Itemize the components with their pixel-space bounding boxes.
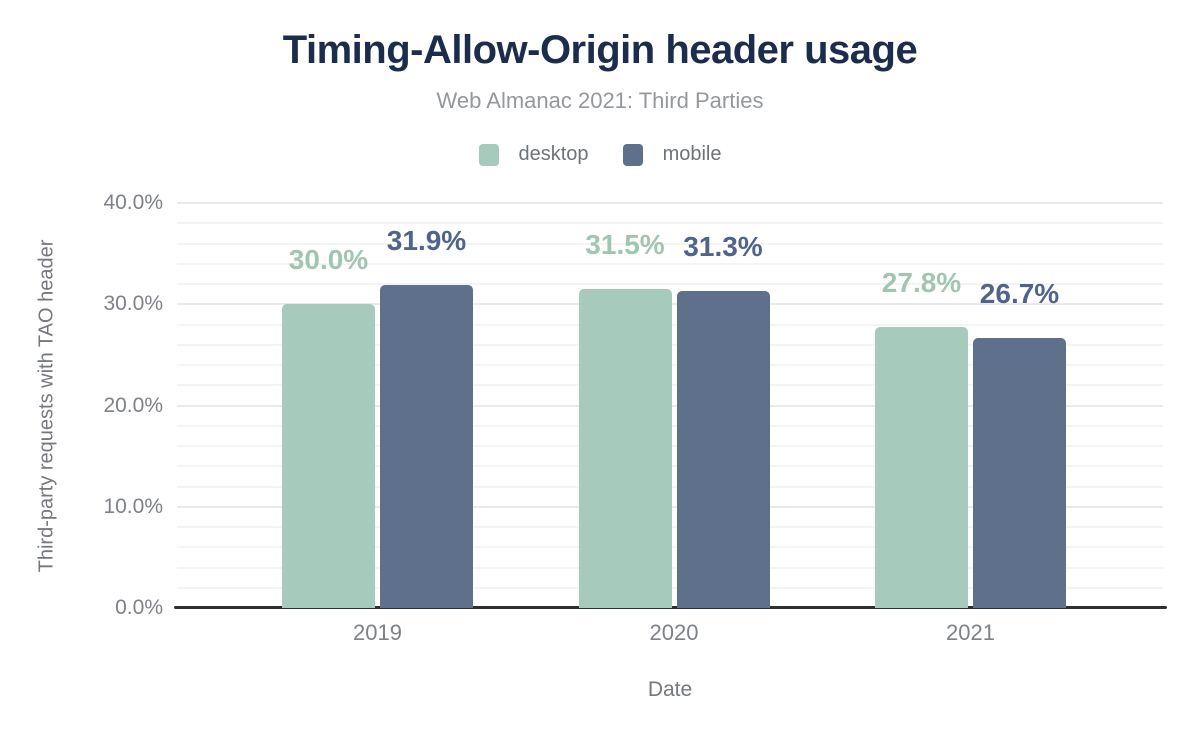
- x-axis-title: Date: [647, 678, 693, 701]
- desktop-bar-2020[interactable]: [578, 289, 672, 608]
- y-tick-label: 40.0%: [103, 191, 163, 214]
- minor-gridline: [177, 262, 1163, 265]
- legend-label-mobile: mobile: [662, 143, 722, 165]
- desktop-value-label-2020: 31.5%: [585, 229, 665, 261]
- desktop-value-label-2019: 30.0%: [288, 244, 369, 276]
- chart-subtitle: Web Almanac 2021: Third Parties: [436, 88, 764, 113]
- desktop-value-label-2021: 27.8%: [881, 266, 962, 298]
- legend-item-desktop: desktop: [478, 143, 589, 166]
- minor-gridline: [177, 242, 1163, 245]
- mobile-series-swatch-icon: [622, 143, 643, 166]
- mobile-bar-2021[interactable]: [973, 337, 1066, 608]
- y-tick-label: 20.0%: [103, 393, 163, 417]
- major-gridline: [177, 202, 1163, 204]
- x-tick-label-2020: 2020: [649, 620, 699, 645]
- y-tick-label: 30.0%: [103, 292, 163, 316]
- desktop-series-swatch-icon: [478, 143, 499, 166]
- mobile-value-label-2021: 26.7%: [979, 277, 1060, 309]
- y-axis-tick-labels: 0.0% 10.0% 20.0% 30.0% 40.0%: [0, 192, 177, 619]
- mobile-value-label-2019: 31.9%: [386, 225, 467, 257]
- y-tick-label: 10.0%: [103, 494, 163, 518]
- minor-gridline: [177, 283, 1163, 285]
- legend-item-mobile: mobile: [622, 143, 722, 166]
- minor-gridline: [177, 222, 1163, 225]
- x-tick-label-2021: 2021: [946, 620, 995, 645]
- y-tick-label: 0.0%: [115, 596, 163, 619]
- desktop-bar-2021[interactable]: [875, 326, 968, 608]
- legend: desktop mobile: [0, 143, 1200, 166]
- plot-area: 30.0% 31.9% 2019 31.5% 31.3% 2020 27.8% 26.7% 20…: [174, 202, 1167, 645]
- mobile-bar-2020[interactable]: [676, 291, 770, 608]
- desktop-bar-2019[interactable]: [282, 304, 375, 608]
- legend-label-desktop: desktop: [518, 143, 589, 165]
- chart-title: Timing-Allow-Origin header usage: [282, 28, 918, 72]
- mobile-value-label-2020: 31.3%: [683, 231, 763, 263]
- mobile-bar-2019[interactable]: [380, 285, 473, 608]
- x-tick-label-2019: 2019: [353, 620, 402, 645]
